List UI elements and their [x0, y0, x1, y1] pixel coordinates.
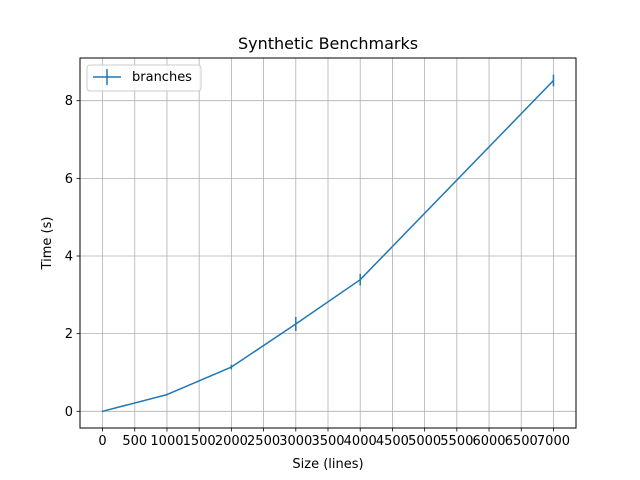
data-point: [230, 366, 233, 368]
x-tick-label: 4500: [376, 434, 409, 449]
x-tick-label: 3500: [311, 434, 344, 449]
x-tick-label: 1500: [183, 434, 216, 449]
y-tick-label: 0: [65, 405, 73, 420]
x-tick-label: 0: [98, 434, 106, 449]
x-tick-label: 2000: [215, 434, 248, 449]
data-point: [552, 79, 555, 82]
legend-box: [86, 64, 202, 92]
y-tick-label: 8: [65, 94, 73, 109]
legend-entry-branches: branches: [132, 70, 192, 85]
x-tick-label: 3000: [279, 434, 312, 449]
data-point: [101, 410, 104, 413]
y-tick-label: 4: [65, 250, 73, 265]
x-tick-label: 6500: [505, 434, 538, 449]
grid: [80, 58, 576, 428]
x-tick-label: 5000: [408, 434, 441, 449]
x-tick-label: 4000: [344, 434, 377, 449]
x-tick-label: 7000: [537, 434, 570, 449]
series-line-branches: [102, 79, 554, 413]
chart-title: Synthetic Benchmarks: [238, 34, 418, 53]
x-tick-label: 5500: [440, 434, 473, 449]
y-axis-label: Time (s): [40, 217, 55, 271]
x-tick-label: 500: [122, 434, 147, 449]
y-tick-label: 6: [65, 172, 73, 187]
data-point: [294, 323, 297, 325]
data-point: [166, 393, 168, 396]
x-tick-label: 6000: [472, 434, 505, 449]
x-axis-label: Size (lines): [292, 457, 363, 472]
y-tick-label: 2: [65, 327, 73, 342]
series-layer: [101, 74, 555, 413]
ticks: 0 500 1000 1500 2000 2500 3000 3500 4000 4500 5000…: [65, 94, 570, 449]
data-point: [359, 278, 362, 281]
x-tick-label: 1000: [150, 434, 183, 449]
x-tick-label: 2500: [247, 434, 280, 449]
legend: branches: [86, 64, 202, 92]
